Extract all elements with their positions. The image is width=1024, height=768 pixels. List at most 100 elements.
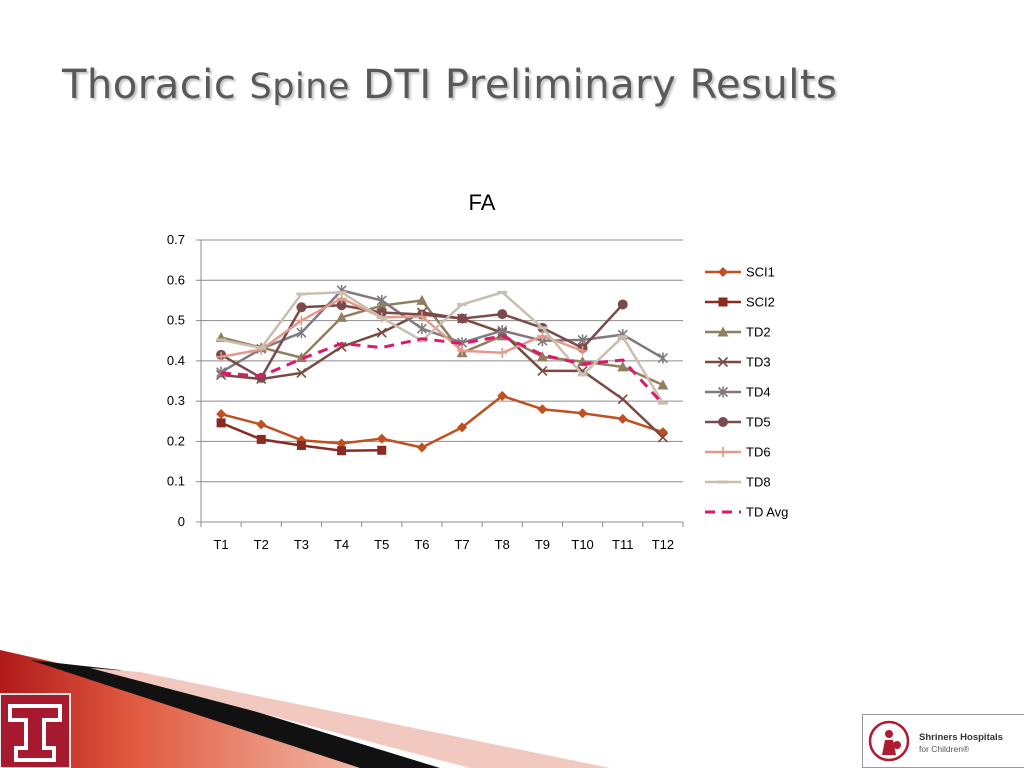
series-layer xyxy=(215,284,669,456)
data-point xyxy=(537,365,548,376)
slide-title-part3: DTI Preliminary Results xyxy=(349,62,838,108)
data-point xyxy=(617,361,629,372)
data-point xyxy=(617,413,628,424)
data-point xyxy=(216,409,227,420)
data-point xyxy=(617,299,628,310)
data-point xyxy=(376,294,387,306)
legend-item: TD2 xyxy=(705,325,771,340)
legend: SCI1 SCI2 TD2 TD3 TD4 TD5 TD6 TD8 TD Avg xyxy=(705,265,788,520)
data-point xyxy=(457,422,468,433)
x-tick-label: T2 xyxy=(254,537,269,552)
legend-marker xyxy=(717,386,729,398)
legend-label: TD3 xyxy=(746,355,771,370)
fa-line-chart: FA 0 0.1 0.2 0.3 0.4 0.5 0.6 0.7 T1 T2 T3 T4 T5 T6 T7 T… xyxy=(167,190,788,552)
legend-label: TD Avg xyxy=(746,505,788,520)
data-point xyxy=(376,327,387,338)
data-point xyxy=(377,445,387,455)
data-point xyxy=(416,323,427,335)
data-point xyxy=(577,345,588,356)
data-point xyxy=(657,379,669,390)
data-point xyxy=(336,293,347,304)
legend-marker xyxy=(717,356,729,368)
data-point xyxy=(416,311,427,322)
y-tick-label: 0.4 xyxy=(167,353,185,368)
temple-t-icon xyxy=(8,704,62,762)
legend-item: SCI2 xyxy=(705,295,775,310)
x-tick-label: T10 xyxy=(571,537,593,552)
legend-marker xyxy=(717,326,729,337)
y-tick-label: 0.5 xyxy=(167,313,185,328)
y-tick-label: 0.7 xyxy=(167,232,185,247)
data-point xyxy=(537,330,548,341)
chart-title: FA xyxy=(469,190,496,215)
y-tick-label: 0.1 xyxy=(167,474,185,489)
data-point xyxy=(216,366,227,378)
slide-title: Thoracic Spine DTI Preliminary Results xyxy=(62,62,837,108)
legend-label: SCI1 xyxy=(746,265,775,280)
data-point xyxy=(497,325,508,337)
legend-item: SCI1 xyxy=(705,265,775,280)
legend-marker xyxy=(718,447,728,457)
legend-label: SCI2 xyxy=(746,295,775,310)
series-line xyxy=(220,334,665,405)
legend-marker xyxy=(718,267,728,277)
legend-label: TD5 xyxy=(746,415,771,430)
series-line xyxy=(220,291,664,404)
series-td8 xyxy=(216,290,668,405)
x-tick-label: T6 xyxy=(414,537,429,552)
legend-item: TD6 xyxy=(705,445,771,460)
data-point xyxy=(296,327,307,339)
legend-label: TD8 xyxy=(746,475,771,490)
data-point xyxy=(577,408,588,419)
data-point xyxy=(296,315,307,326)
data-point xyxy=(256,434,266,444)
legend-label: TD6 xyxy=(746,445,771,460)
series-line xyxy=(220,394,664,449)
series-sci2 xyxy=(216,418,387,456)
y-tick-label: 0.6 xyxy=(167,272,185,287)
data-point xyxy=(457,313,468,324)
x-tick-label: T7 xyxy=(454,537,469,552)
swoosh-black xyxy=(30,660,440,768)
data-point xyxy=(497,390,508,401)
legend-item: TD3 xyxy=(705,355,771,370)
legend-marker xyxy=(718,297,728,307)
data-point xyxy=(376,433,387,444)
data-point xyxy=(296,302,307,313)
data-point xyxy=(256,419,267,430)
legend-label: TD4 xyxy=(746,385,771,400)
data-point xyxy=(296,440,306,450)
x-tick-label: T8 xyxy=(495,537,510,552)
shriners-emblem-icon xyxy=(868,720,910,762)
x-tick-label: T3 xyxy=(294,537,309,552)
data-point xyxy=(497,347,508,358)
data-point xyxy=(657,352,668,364)
data-point xyxy=(457,345,468,356)
data-point xyxy=(216,351,227,362)
swoosh-pink xyxy=(90,668,610,768)
data-point xyxy=(617,394,628,405)
data-point xyxy=(296,367,307,379)
data-point xyxy=(295,352,307,363)
data-point xyxy=(336,311,348,322)
legend-item: TD Avg xyxy=(705,505,788,520)
x-tick-label: T9 xyxy=(535,537,550,552)
data-point xyxy=(337,446,347,456)
x-tick-label: T4 xyxy=(334,537,349,552)
x-tick-label: T11 xyxy=(612,537,633,552)
shriners-subtitle: for Children® xyxy=(919,744,970,754)
legend-item: TD8 xyxy=(705,475,771,490)
data-point xyxy=(416,442,427,453)
axis-layer: 0 0.1 0.2 0.3 0.4 0.5 0.6 0.7 T1 T2 T3 T4 T5 T6 T7 T8 T9… xyxy=(167,232,684,552)
data-point xyxy=(416,294,428,305)
data-point xyxy=(537,404,548,415)
shriners-logo-box: Shriners Hospitals for Children® xyxy=(862,714,1024,768)
legend-marker xyxy=(718,417,728,427)
data-point xyxy=(336,300,347,311)
legend-label: TD2 xyxy=(746,325,771,340)
slide-title-part2: Spine xyxy=(249,67,350,107)
shriners-name: Shriners Hospitals xyxy=(919,732,1003,743)
legend-item: TD5 xyxy=(705,415,771,430)
x-tick-label: T1 xyxy=(213,537,228,552)
